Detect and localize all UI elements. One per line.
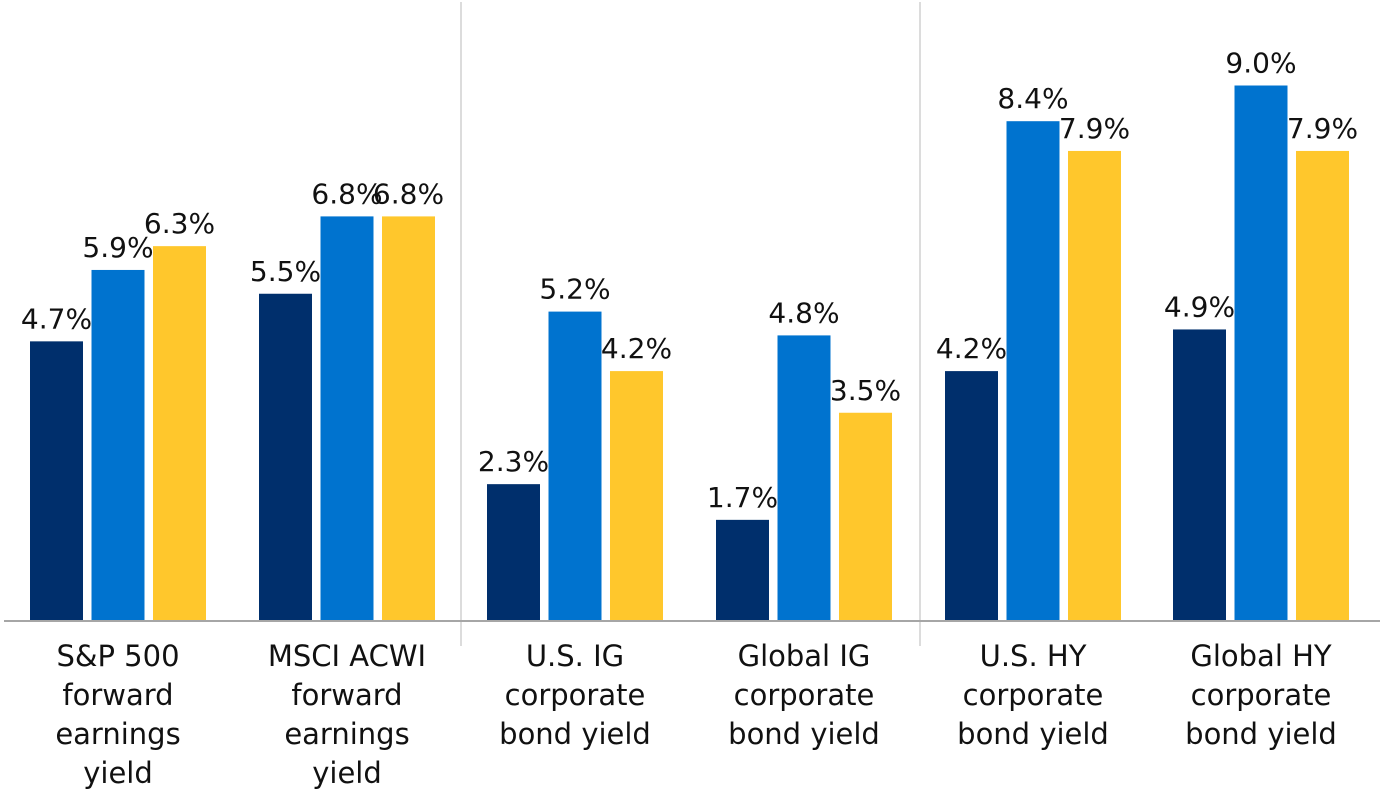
category-label-1-line-3: earnings [55, 717, 180, 751]
bar-series1-cat5 [945, 371, 998, 621]
bar-series1-cat1 [30, 341, 83, 621]
category-label-5-line-1: U.S. HY [980, 639, 1087, 673]
category-label-3-line-1: U.S. IG [526, 639, 624, 673]
bar-series2-cat5 [1006, 121, 1060, 621]
category-label-2-line-2: forward [291, 678, 402, 712]
bar-series3-cat2 [382, 216, 435, 621]
category-label-5-line-3: bond yield [957, 717, 1109, 751]
category-label-6: Global HY corporate bond yield [1185, 639, 1337, 751]
bars-group [30, 85, 1349, 621]
bar-series2-cat6 [1234, 85, 1288, 621]
category-label-1-line-1: S&P 500 [56, 639, 179, 673]
bar-value-label-series3-cat3: 4.2% [601, 332, 672, 365]
bar-value-label-series1-cat4: 1.7% [707, 481, 778, 514]
category-label-6-line-1: Global HY [1190, 639, 1332, 673]
bar-series3-cat1 [153, 246, 206, 621]
bar-value-label-series1-cat1: 4.7% [21, 302, 92, 335]
category-label-3-line-3: bond yield [499, 717, 651, 751]
category-label-6-line-2: corporate [1191, 678, 1332, 712]
bar-value-label-series1-cat2: 5.5% [250, 255, 321, 288]
category-label-4-line-1: Global IG [738, 639, 871, 673]
bar-value-label-series2-cat5: 8.4% [997, 82, 1068, 115]
bar-series1-cat4 [716, 519, 769, 621]
group-dividers [460, 2, 921, 646]
bar-value-label-series1-cat6: 4.9% [1164, 290, 1235, 323]
bar-series3-cat3 [610, 371, 663, 621]
bar-value-label-series2-cat4: 4.8% [768, 296, 839, 329]
category-label-5-line-2: corporate [963, 678, 1104, 712]
bar-series3-cat4 [839, 412, 892, 621]
bar-value-label-series2-cat6: 9.0% [1225, 47, 1296, 80]
bar-series2-cat1 [91, 269, 145, 621]
category-label-2-line-4: yield [312, 756, 382, 790]
bar-value-label-series3-cat6: 7.9% [1287, 112, 1358, 145]
bar-series1-cat6 [1173, 329, 1226, 621]
bar-series1-cat2 [259, 293, 312, 621]
bar-series3-cat6 [1296, 150, 1349, 621]
category-label-3-line-2: corporate [505, 678, 646, 712]
category-label-6-line-3: bond yield [1185, 717, 1337, 751]
category-label-3: U.S. IG corporate bond yield [499, 639, 651, 751]
category-label-2-line-3: earnings [284, 717, 409, 751]
bar-value-label-series1-cat5: 4.2% [936, 332, 1007, 365]
bar-value-label-series1-cat3: 2.3% [478, 445, 549, 478]
category-label-2-line-1: MSCI ACWI [268, 639, 426, 673]
category-label-2: MSCI ACWI forward earnings yield [268, 639, 426, 790]
category-label-5: U.S. HY corporate bond yield [957, 639, 1109, 751]
category-label-4-line-2: corporate [734, 678, 875, 712]
bar-series2-cat2 [320, 216, 374, 621]
bar-series2-cat4 [777, 335, 831, 621]
category-label-1: S&P 500 forward earnings yield [55, 639, 180, 790]
bar-series2-cat3 [548, 311, 602, 621]
bar-series3-cat5 [1068, 150, 1121, 621]
category-labels: S&P 500 forward earnings yield MSCI ACWI forw… [55, 639, 1337, 790]
bar-value-label-series2-cat3: 5.2% [539, 273, 610, 306]
bar-series1-cat3 [487, 484, 540, 621]
category-label-4: Global IG corporate bond yield [728, 639, 880, 751]
bar-value-label-series3-cat1: 6.3% [144, 207, 215, 240]
bar-value-label-series3-cat2: 6.8% [373, 177, 444, 210]
bar-value-label-series3-cat4: 3.5% [830, 374, 901, 407]
bar-value-label-series2-cat1: 5.9% [82, 231, 153, 264]
category-label-1-line-4: yield [83, 756, 153, 790]
bar-value-label-series3-cat5: 7.9% [1059, 112, 1130, 145]
category-label-1-line-2: forward [62, 678, 173, 712]
bar-value-labels: 4.7% 5.5% 2.3% 1.7% 4.2% 4.9% 5.9% 6.8% 5.2% 4.8%… [21, 47, 1358, 514]
bar-value-label-series2-cat2: 6.8% [311, 177, 382, 210]
category-label-4-line-3: bond yield [728, 717, 880, 751]
